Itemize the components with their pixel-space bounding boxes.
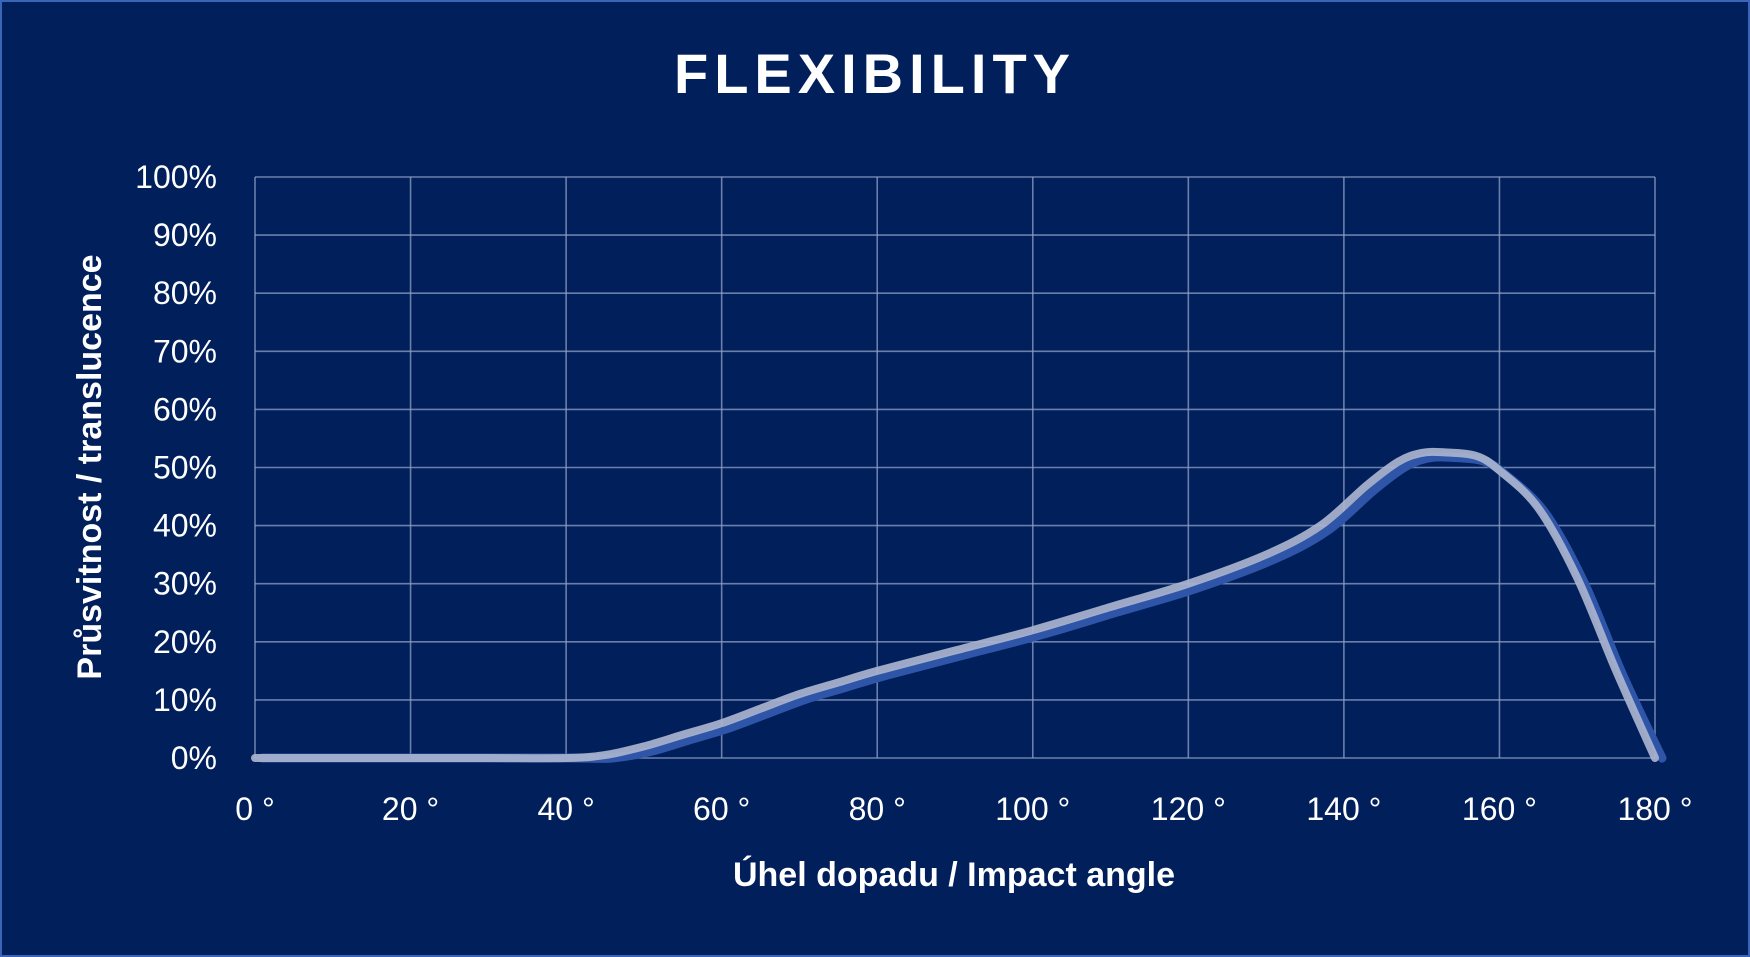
x-tick-labels: 0 ° 20 ° 40 ° 60 ° 80 ° 100 ° 120 ° 140 ° 160 ° 1… [235, 791, 1692, 827]
x-axis-title: Úhel dopadu / Impact angle [733, 856, 1175, 894]
y-tick-label: 100% [135, 159, 217, 195]
x-tick-label: 80 ° [849, 791, 906, 827]
x-tick-label: 120 ° [1151, 791, 1226, 827]
x-tick-label: 100 ° [995, 791, 1070, 827]
y-tick-label: 90% [153, 217, 217, 253]
series-line-shadow [257, 452, 1667, 763]
y-tick-label: 30% [153, 566, 217, 602]
series-layer [251, 447, 1667, 763]
x-tick-label: 160 ° [1462, 791, 1537, 827]
y-tick-label: 20% [153, 624, 217, 660]
y-tick-label: 60% [153, 391, 217, 427]
x-tick-label: 20 ° [382, 791, 439, 827]
y-tick-labels: 0% 10% 20% 30% 40% 50% 60% 70% 80% 90% 100% [135, 159, 217, 776]
y-tick-label: 70% [153, 333, 217, 369]
x-tick-label: 180 ° [1617, 791, 1692, 827]
series-line [251, 447, 1659, 763]
x-tick-label: 40 ° [537, 791, 594, 827]
chart-title: FLEXIBILITY [674, 42, 1076, 105]
y-tick-label: 10% [153, 682, 217, 718]
x-tick-label: 60 ° [693, 791, 750, 827]
y-tick-label: 40% [153, 508, 217, 544]
x-tick-label: 0 ° [235, 791, 274, 827]
y-tick-label: 80% [153, 275, 217, 311]
y-tick-label: 0% [171, 740, 217, 776]
y-axis-title: Průsvitnost / translucence [71, 254, 109, 679]
grid-layer [254, 176, 1656, 759]
x-tick-label: 140 ° [1306, 791, 1381, 827]
y-tick-label: 50% [153, 450, 217, 486]
